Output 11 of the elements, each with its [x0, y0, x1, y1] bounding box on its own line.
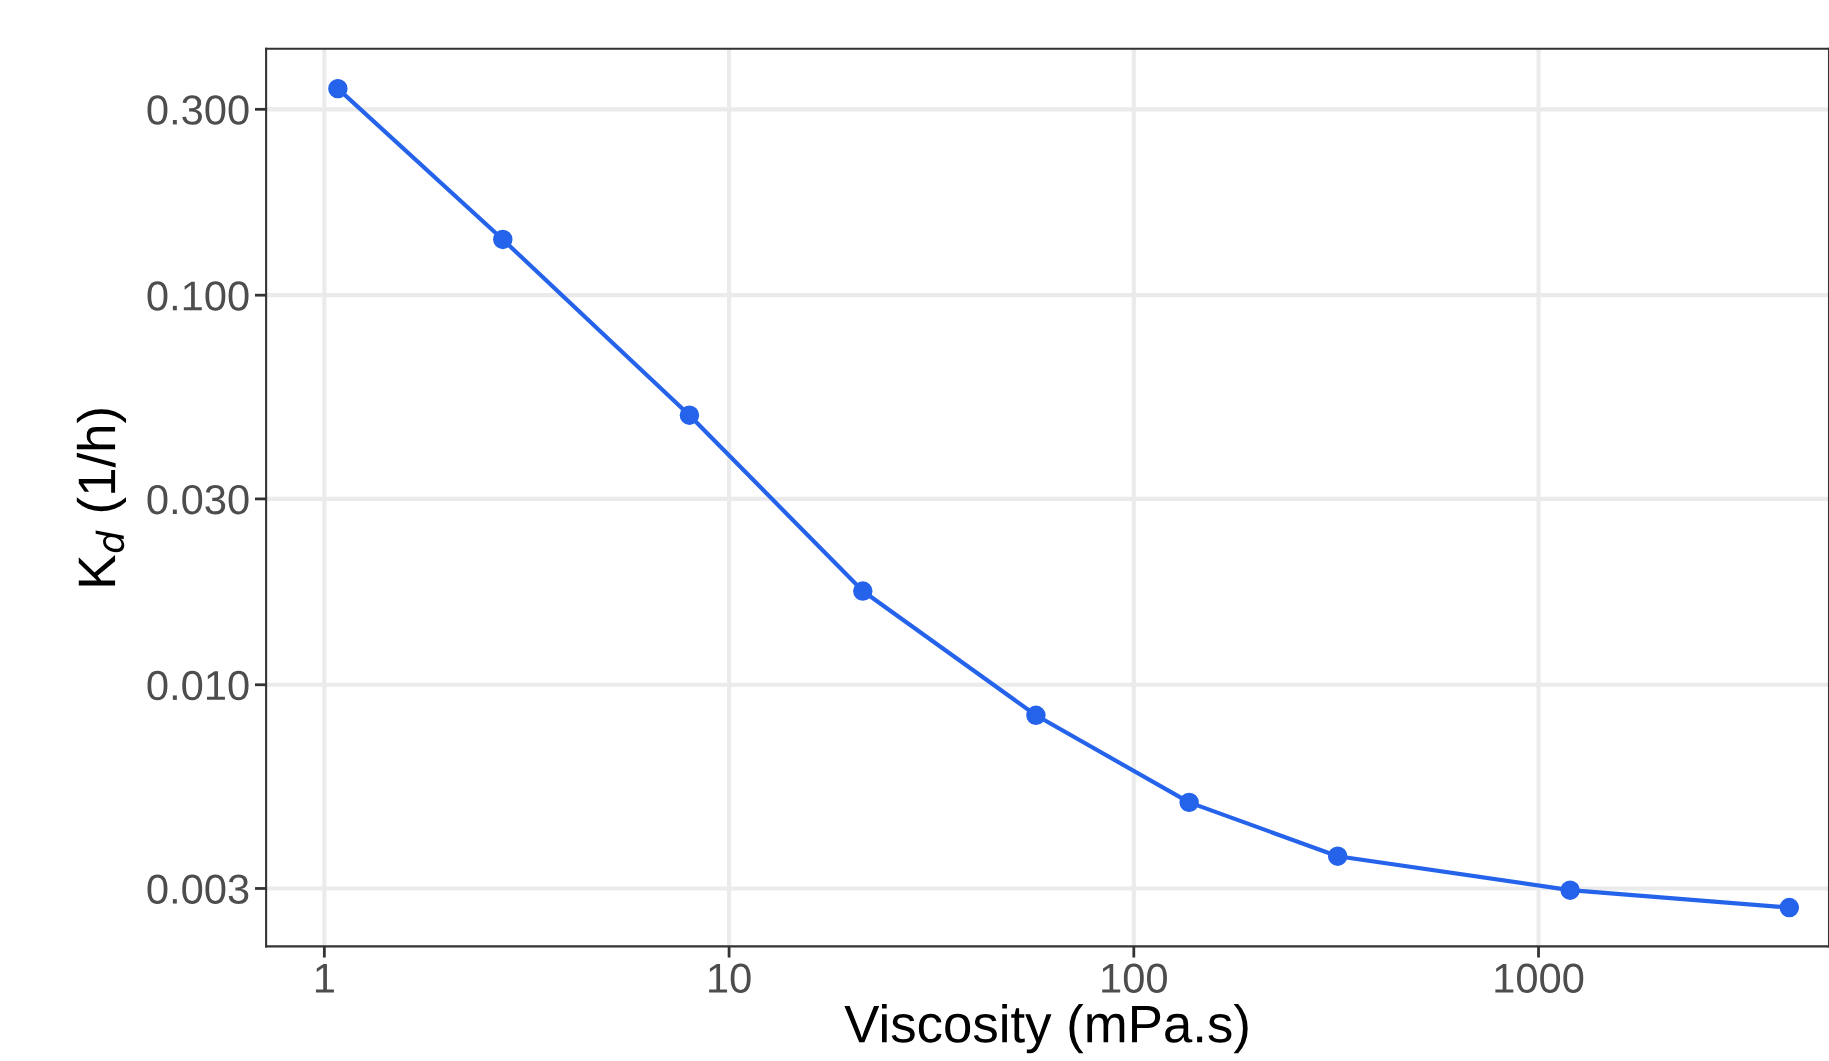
- y-tick-label: 0.030: [147, 484, 249, 515]
- y-tick-label: 0.100: [147, 281, 249, 311]
- y-tick-label: 0.003: [147, 874, 249, 904]
- x-tick-label: 10: [709, 963, 751, 993]
- x-tick-label: 1: [315, 963, 334, 993]
- x-axis-title: Viscosity (mPa.s): [844, 1004, 1248, 1054]
- y-tick-label: 0.300: [147, 95, 249, 125]
- x-tick-label: 1000: [1495, 963, 1584, 993]
- y-axis-title: K$_{d}$ (1/h): [76, 409, 127, 586]
- y-tick-label: 0.010: [147, 670, 249, 701]
- x-tick-label: 100: [1102, 963, 1167, 993]
